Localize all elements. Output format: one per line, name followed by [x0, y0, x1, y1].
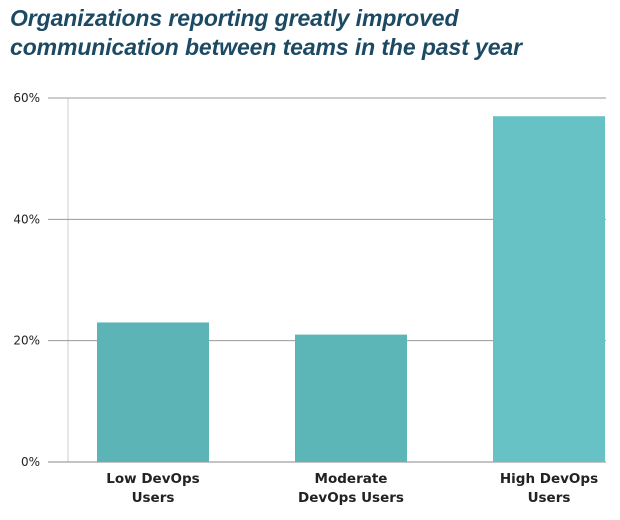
y-tick-label: 0%: [21, 455, 40, 469]
chart-title: Organizations reporting greatly improved…: [10, 5, 522, 60]
x-tick-label: High DevOps Users: [500, 471, 598, 506]
x-tick-label: Moderate DevOps Users: [298, 471, 404, 506]
y-axis-ticks: 0% 20% 40% 60%: [13, 91, 40, 469]
bars: [97, 116, 605, 462]
y-tick-label: 60%: [13, 91, 40, 105]
x-tick-label: Low DevOps Users: [106, 471, 199, 506]
x-tick-label-line: High DevOps: [500, 471, 598, 487]
y-tick-label: 40%: [13, 212, 40, 226]
x-tick-label-line: DevOps Users: [298, 490, 404, 506]
x-tick-label-line: Moderate: [315, 471, 388, 487]
bar: [493, 116, 605, 462]
y-tick-label: 20%: [13, 334, 40, 348]
x-tick-label-line: Low DevOps: [106, 471, 199, 487]
x-tick-label-line: Users: [132, 490, 175, 506]
x-tick-label-line: Users: [528, 490, 571, 506]
bar: [97, 322, 209, 462]
x-axis-labels: Low DevOps Users Moderate DevOps Users High …: [106, 471, 598, 506]
bar: [295, 334, 407, 462]
